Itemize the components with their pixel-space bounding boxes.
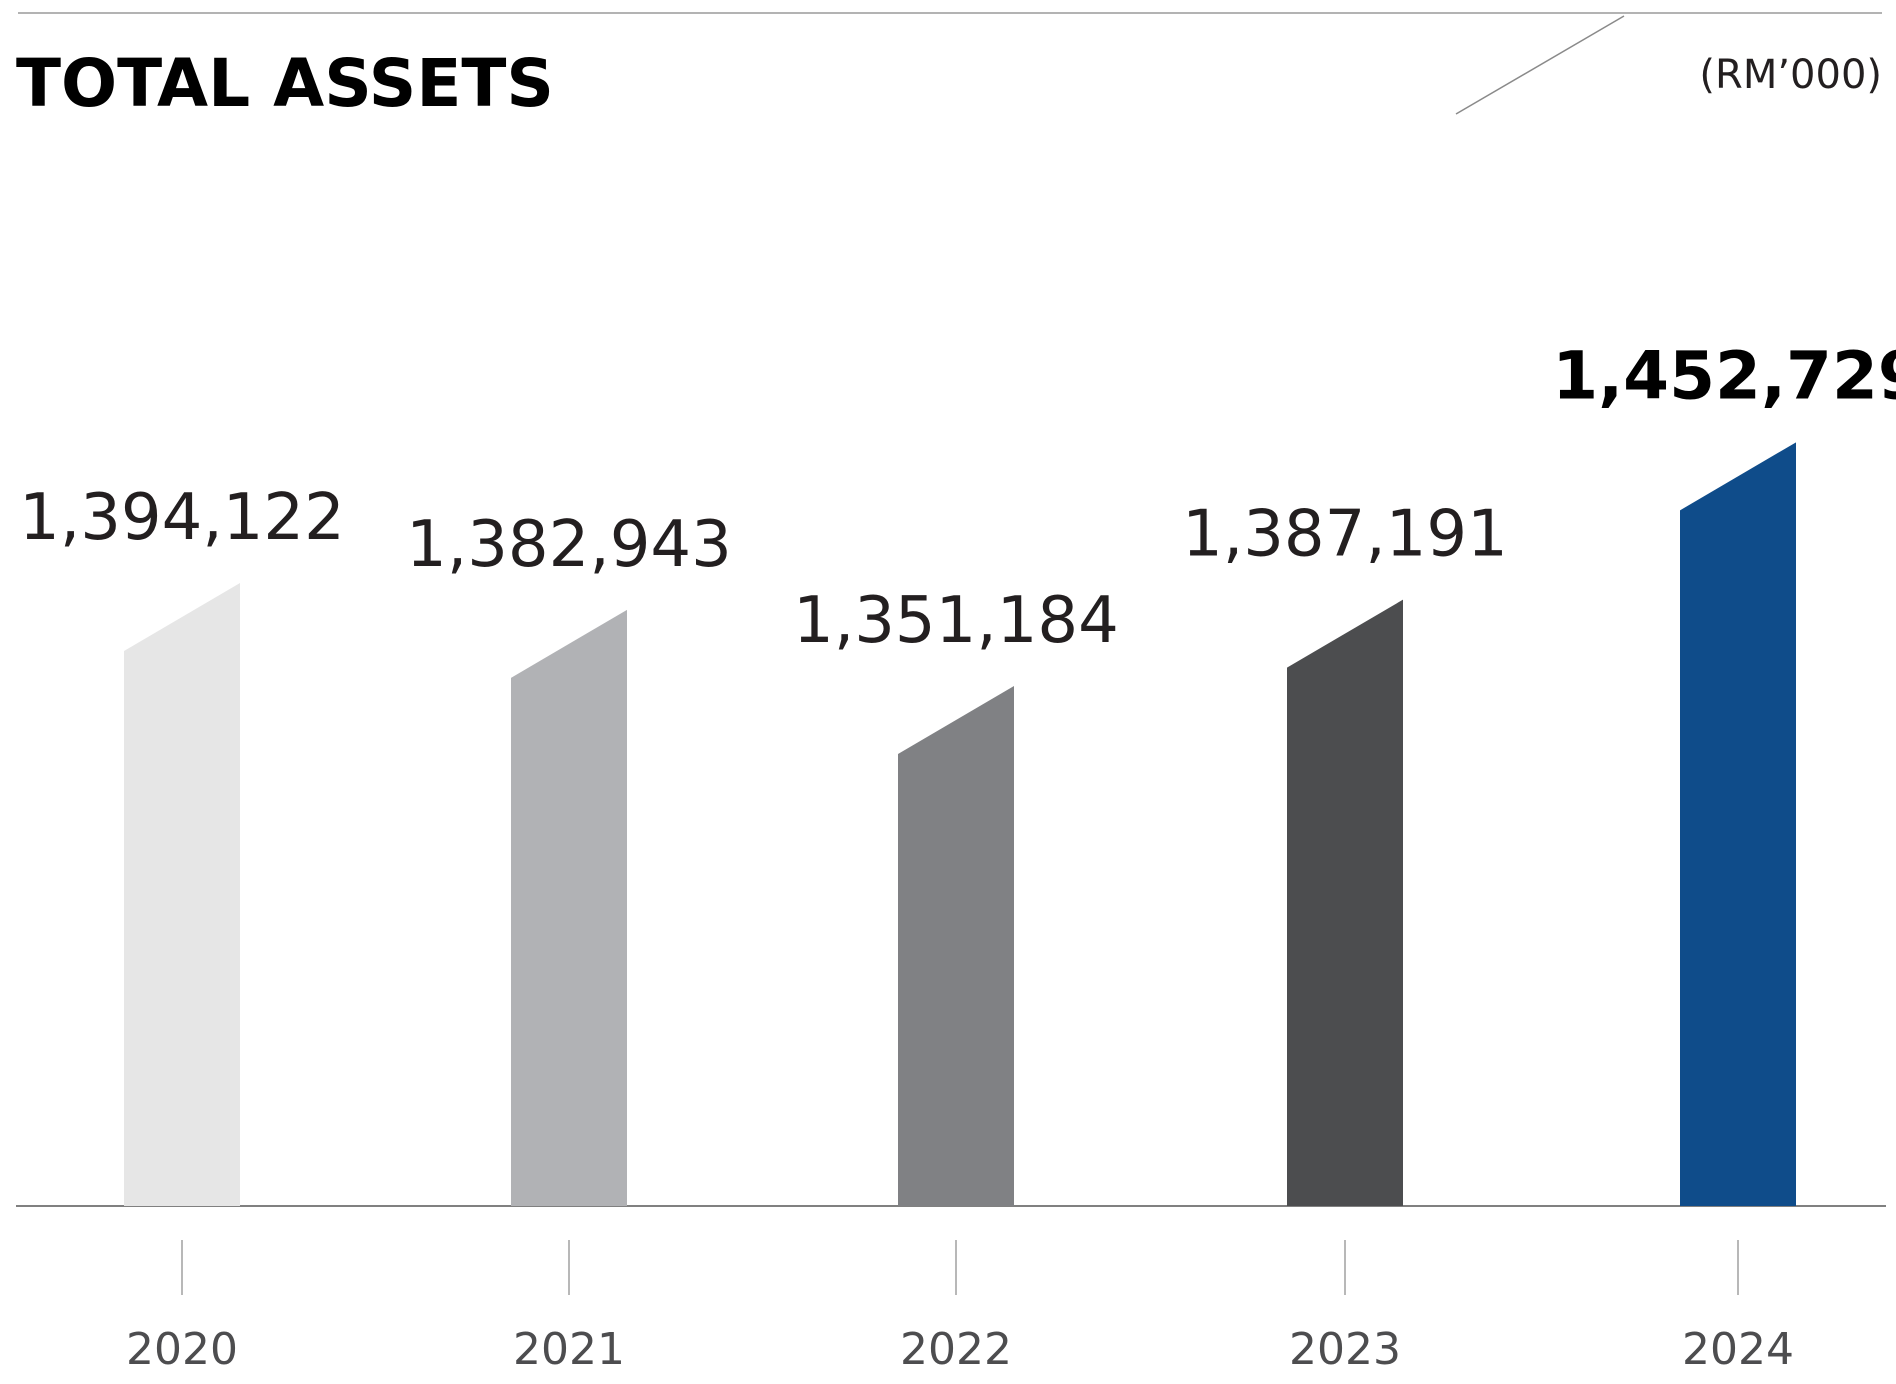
year-labels-group: 2020 2021 2022 2023 2024 — [126, 1324, 1794, 1375]
year-label-2021: 2021 — [513, 1324, 625, 1375]
value-label-2023: 1,387,191 — [1182, 498, 1508, 572]
bar-2022 — [898, 686, 1014, 1206]
value-label-2021: 1,382,943 — [406, 508, 732, 582]
bars-group — [124, 442, 1796, 1206]
year-label-2023: 2023 — [1289, 1324, 1401, 1375]
bar-2023 — [1287, 599, 1403, 1206]
bar-2020 — [124, 583, 240, 1206]
chart-title: TOTAL ASSETS — [16, 45, 554, 122]
unit-label: (RM’000) — [1699, 52, 1882, 98]
value-labels-group: 1,394,122 1,382,943 1,351,184 1,387,191 1,45… — [19, 337, 1896, 658]
decorative-slash — [1455, 15, 1625, 115]
value-label-2024: 1,452,729 — [1552, 337, 1896, 414]
year-label-2024: 2024 — [1682, 1324, 1794, 1375]
bar-2021 — [511, 609, 627, 1206]
bar-2024 — [1680, 442, 1796, 1206]
year-label-2020: 2020 — [126, 1324, 238, 1375]
value-label-2020: 1,394,122 — [19, 481, 345, 555]
value-label-2022: 1,351,184 — [793, 584, 1119, 658]
ticks-group — [181, 1240, 1739, 1295]
year-label-2022: 2022 — [900, 1324, 1012, 1375]
